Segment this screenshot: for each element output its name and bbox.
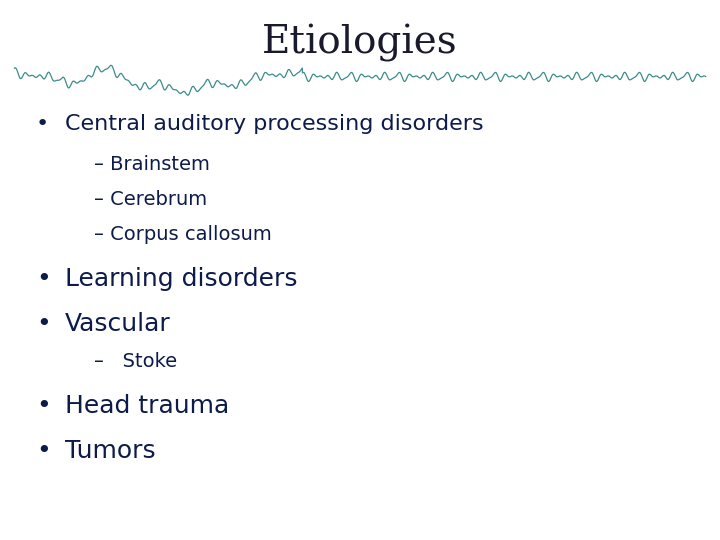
- Text: Learning disorders: Learning disorders: [65, 267, 297, 291]
- Text: •: •: [36, 394, 50, 418]
- Text: Central auditory processing disorders: Central auditory processing disorders: [65, 114, 483, 134]
- Text: •: •: [36, 439, 50, 463]
- Text: •: •: [36, 114, 49, 134]
- Text: – Brainstem: – Brainstem: [94, 155, 210, 174]
- Text: •: •: [36, 312, 50, 336]
- Text: – Corpus callosum: – Corpus callosum: [94, 225, 271, 245]
- Text: Head trauma: Head trauma: [65, 394, 229, 418]
- Text: Etiologies: Etiologies: [262, 24, 458, 62]
- Text: –   Stoke: – Stoke: [94, 352, 176, 372]
- Text: •: •: [36, 267, 50, 291]
- Text: – Cerebrum: – Cerebrum: [94, 190, 207, 210]
- Text: Vascular: Vascular: [65, 312, 171, 336]
- Text: Tumors: Tumors: [65, 439, 156, 463]
